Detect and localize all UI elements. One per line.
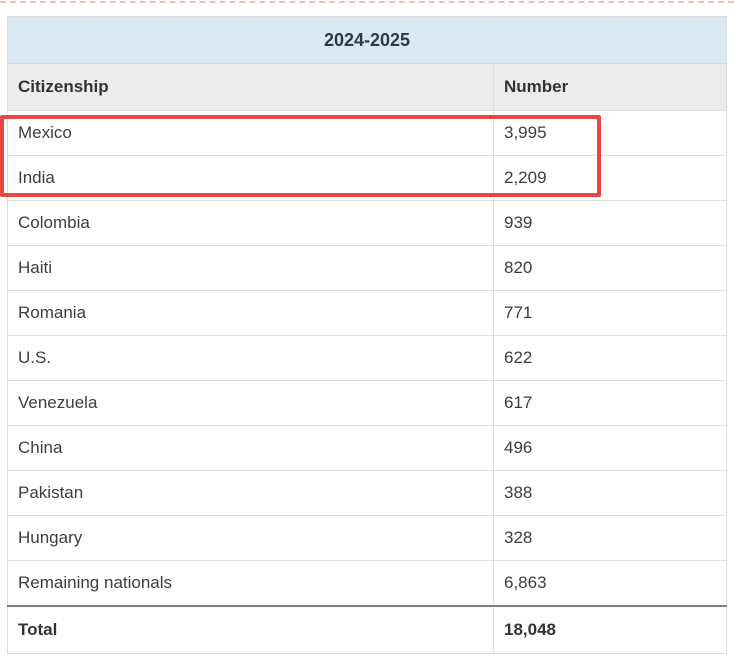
table-title-row: 2024-2025 <box>7 16 727 64</box>
citizenship-cell: Remaining nationals <box>7 560 494 606</box>
table-row: Romania 771 <box>7 290 727 336</box>
number-cell: 388 <box>493 470 727 516</box>
cropped-annotation-line <box>0 1 734 3</box>
number-cell: 820 <box>493 245 727 291</box>
number-cell: 617 <box>493 380 727 426</box>
table-row: India 2,209 <box>7 155 727 201</box>
table-row: Colombia 939 <box>7 200 727 246</box>
number-cell: 771 <box>493 290 727 336</box>
number-cell: 496 <box>493 425 727 471</box>
citizenship-cell: Hungary <box>7 515 494 561</box>
citizenship-cell: India <box>7 155 494 201</box>
citizenship-cell: Mexico <box>7 110 494 156</box>
table-row: U.S. 622 <box>7 335 727 381</box>
table-total-row: Total 18,048 <box>7 604 727 654</box>
number-cell: 622 <box>493 335 727 381</box>
table-row: Pakistan 388 <box>7 470 727 516</box>
table-row: Venezuela 617 <box>7 380 727 426</box>
total-number: 18,048 <box>493 604 727 654</box>
total-label: Total <box>7 604 494 654</box>
table-row: Mexico 3,995 <box>7 110 727 156</box>
table-row: Haiti 820 <box>7 245 727 291</box>
table-row: Hungary 328 <box>7 515 727 561</box>
number-cell: 6,863 <box>493 560 727 606</box>
citizenship-cell: Colombia <box>7 200 494 246</box>
number-cell: 2,209 <box>493 155 727 201</box>
citizenship-cell: Venezuela <box>7 380 494 426</box>
column-header-number: Number <box>493 63 727 111</box>
table-title: 2024-2025 <box>7 16 727 64</box>
number-cell: 939 <box>493 200 727 246</box>
citizenship-cell: Romania <box>7 290 494 336</box>
number-cell: 3,995 <box>493 110 727 156</box>
citizenship-cell: Haiti <box>7 245 494 291</box>
table-row: China 496 <box>7 425 727 471</box>
citizenship-cell: Pakistan <box>7 470 494 516</box>
citizenship-table: 2024-2025 Citizenship Number Mexico 3,99… <box>7 16 727 654</box>
table-header-row: Citizenship Number <box>7 63 727 111</box>
citizenship-cell: U.S. <box>7 335 494 381</box>
column-header-citizenship: Citizenship <box>7 63 494 111</box>
table-row: Remaining nationals 6,863 <box>7 560 727 606</box>
citizenship-cell: China <box>7 425 494 471</box>
number-cell: 328 <box>493 515 727 561</box>
